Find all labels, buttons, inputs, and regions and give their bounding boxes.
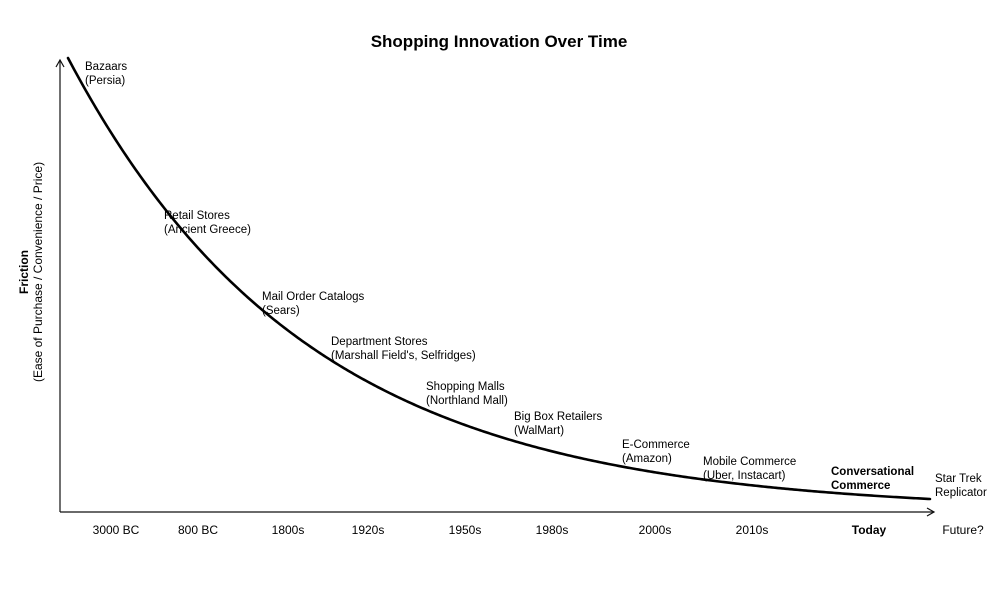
- annotation-subtitle: (WalMart): [514, 425, 564, 437]
- annotation-title: Mobile Commerce: [703, 456, 796, 468]
- annotation: Big Box Retailers (WalMart): [514, 411, 602, 437]
- annotation-title: Conversational: [831, 466, 914, 478]
- friction-curve: [66, 56, 932, 501]
- annotation-subtitle: (Amazon): [622, 453, 672, 465]
- annotation-subtitle: (Ancient Greece): [164, 224, 251, 236]
- annotation-title: Retail Stores: [164, 210, 230, 222]
- annotation-subtitle: Commerce: [831, 480, 890, 492]
- annotation-subtitle: (Marshall Field's, Selfridges): [331, 350, 476, 362]
- annotation-title: Mail Order Catalogs: [262, 291, 365, 303]
- annotation-title: E-Commerce: [622, 439, 690, 451]
- annotation-subtitle: (Sears): [262, 305, 300, 317]
- annotation-subtitle: (Uber, Instacart): [703, 470, 786, 482]
- annotation: Mail Order Catalogs (Sears): [262, 291, 365, 317]
- x-tick-label: 2000s: [639, 523, 672, 537]
- x-tick-label: 800 BC: [178, 523, 218, 537]
- y-axis-label-main: Friction: [17, 250, 31, 294]
- annotation: Shopping Malls (Northland Mall): [426, 381, 508, 407]
- x-tick-label: 1800s: [272, 523, 305, 537]
- x-tick-label: Today: [852, 523, 887, 537]
- annotation-title: Shopping Malls: [426, 381, 505, 393]
- annotation-subtitle: (Northland Mall): [426, 395, 508, 407]
- annotation-title: Star Trek: [935, 473, 982, 485]
- axes: [55, 58, 936, 517]
- x-tick-label: Future?: [942, 523, 984, 537]
- annotation: Retail Stores (Ancient Greece): [164, 210, 251, 236]
- annotation: Star Trek Replicator: [935, 473, 987, 499]
- x-tick-label: 1920s: [352, 523, 385, 537]
- annotation-title: Big Box Retailers: [514, 411, 602, 423]
- annotation-title: Bazaars: [85, 61, 127, 73]
- y-axis-arrow-icon: [55, 58, 65, 68]
- y-axis-label: Friction (Ease of Purchase / Convenience…: [17, 162, 45, 382]
- annotation: Bazaars (Persia): [85, 61, 127, 87]
- annotation-title: Department Stores: [331, 336, 428, 348]
- x-tick-labels: 3000 BC 800 BC 1800s 1920s 1950s 1980s 2000s 20…: [93, 523, 984, 537]
- x-axis-arrow-icon: [926, 507, 936, 517]
- x-tick-label: 2010s: [736, 523, 769, 537]
- annotation-subtitle: (Persia): [85, 75, 125, 87]
- x-tick-label: 3000 BC: [93, 523, 140, 537]
- annotation: Mobile Commerce (Uber, Instacart): [703, 456, 796, 482]
- y-axis-label-sub: (Ease of Purchase / Convenience / Price): [31, 162, 45, 382]
- annotation: Department Stores (Marshall Field's, Self…: [331, 336, 476, 362]
- annotation: Conversational Commerce: [831, 466, 914, 492]
- x-tick-label: 1980s: [536, 523, 569, 537]
- x-tick-label: 1950s: [449, 523, 482, 537]
- annotation: E-Commerce (Amazon): [622, 439, 690, 465]
- chart-title: Shopping Innovation Over Time: [371, 32, 628, 51]
- annotations: Bazaars (Persia) Retail Stores (Ancient Gre…: [85, 61, 987, 499]
- annotation-subtitle: Replicator: [935, 487, 987, 499]
